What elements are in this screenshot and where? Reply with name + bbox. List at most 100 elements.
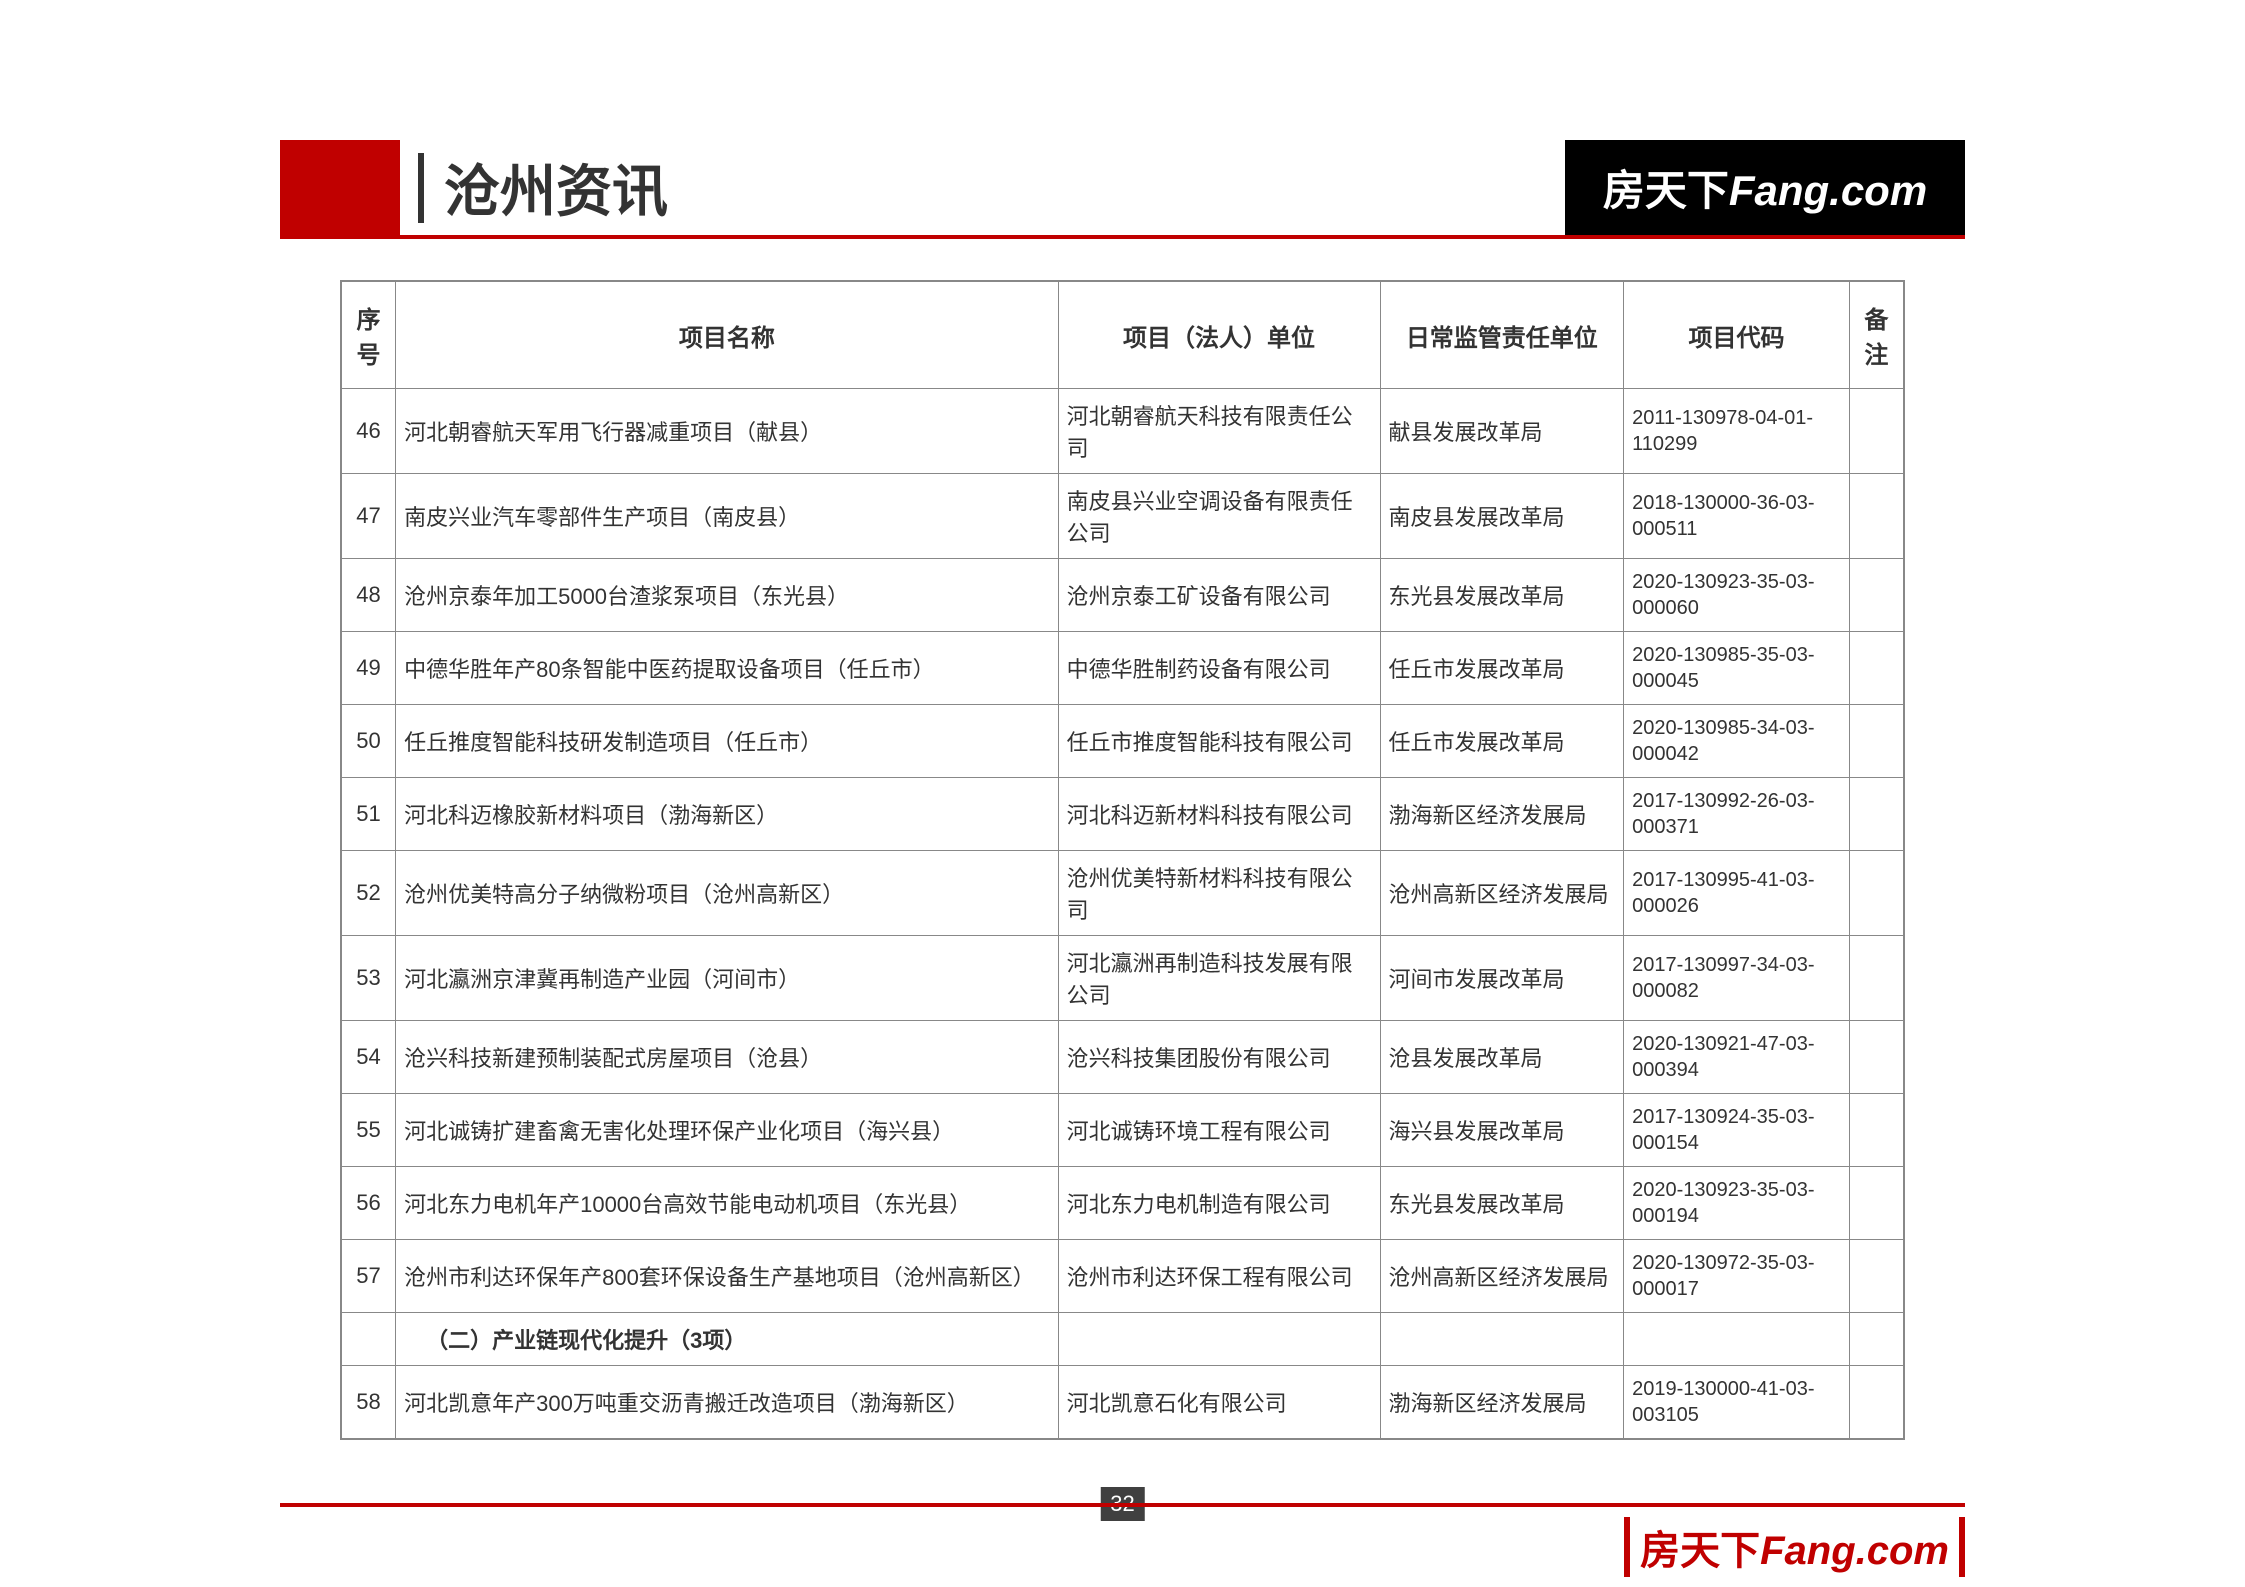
cell-remark [1849, 1366, 1904, 1440]
cell-remark [1849, 705, 1904, 778]
table-row: 51河北科迈橡胶新材料项目（渤海新区）河北科迈新材料科技有限公司渤海新区经济发展… [341, 778, 1904, 851]
cell-supervise: 渤海新区经济发展局 [1380, 1366, 1624, 1440]
cell-remark [1849, 851, 1904, 936]
cell-name: 河北东力电机年产10000台高效节能电动机项目（东光县） [396, 1167, 1058, 1240]
cell-code: 2020-130985-34-03-000042 [1624, 705, 1850, 778]
cell-seq [341, 1313, 396, 1366]
cell-unit: 河北凯意石化有限公司 [1058, 1366, 1380, 1440]
cell-unit: 沧州京泰工矿设备有限公司 [1058, 559, 1380, 632]
footer-logo: 房天下Fang.com [1624, 1517, 1965, 1577]
cell-supervise: 渤海新区经济发展局 [1380, 778, 1624, 851]
table-body: 46河北朝睿航天军用飞行器减重项目（献县）河北朝睿航天科技有限责任公司献县发展改… [341, 389, 1904, 1440]
table-row: 50任丘推度智能科技研发制造项目（任丘市）任丘市推度智能科技有限公司任丘市发展改… [341, 705, 1904, 778]
cell-code: 2020-130923-35-03-000060 [1624, 559, 1850, 632]
page-title: 沧州资讯 [444, 147, 668, 228]
table-row: 53河北瀛洲京津冀再制造产业园（河间市）河北瀛洲再制造科技发展有限公司河间市发展… [341, 936, 1904, 1021]
cell-code: 2017-130997-34-03-000082 [1624, 936, 1850, 1021]
cell-seq: 51 [341, 778, 396, 851]
header-red-block [280, 140, 400, 235]
table-row: 56河北东力电机年产10000台高效节能电动机项目（东光县）河北东力电机制造有限… [341, 1167, 1904, 1240]
table-row: 52沧州优美特高分子纳微粉项目（沧州高新区）沧州优美特新材料科技有限公司沧州高新… [341, 851, 1904, 936]
cell-unit: 南皮县兴业空调设备有限责任公司 [1058, 474, 1380, 559]
cell-code: 2018-130000-36-03-000511 [1624, 474, 1850, 559]
cell-unit: 中德华胜制药设备有限公司 [1058, 632, 1380, 705]
cell-code: 2011-130978-04-01-110299 [1624, 389, 1850, 474]
header-red-line [280, 235, 1965, 239]
table-row: 49中德华胜年产80条智能中医药提取设备项目（任丘市）中德华胜制药设备有限公司任… [341, 632, 1904, 705]
cell-name: 南皮兴业汽车零部件生产项目（南皮县） [396, 474, 1058, 559]
cell-code: 2020-130921-47-03-000394 [1624, 1021, 1850, 1094]
col-seq-header: 序号 [341, 281, 396, 389]
cell-remark [1849, 778, 1904, 851]
cell-remark [1849, 389, 1904, 474]
cell-remark [1849, 1240, 1904, 1313]
cell-supervise: 任丘市发展改革局 [1380, 705, 1624, 778]
cell-remark [1849, 559, 1904, 632]
cell-unit: 河北瀛洲再制造科技发展有限公司 [1058, 936, 1380, 1021]
cell-name: 中德华胜年产80条智能中医药提取设备项目（任丘市） [396, 632, 1058, 705]
footer-logo-bar-left [1624, 1517, 1630, 1577]
cell-seq: 46 [341, 389, 396, 474]
cell-code: 2020-130923-35-03-000194 [1624, 1167, 1850, 1240]
cell-supervise: 南皮县发展改革局 [1380, 474, 1624, 559]
cell-unit: 河北东力电机制造有限公司 [1058, 1167, 1380, 1240]
cell-supervise: 东光县发展改革局 [1380, 1167, 1624, 1240]
cell-remark [1849, 936, 1904, 1021]
cell-unit: 沧州市利达环保工程有限公司 [1058, 1240, 1380, 1313]
cell-unit: 河北朝睿航天科技有限责任公司 [1058, 389, 1380, 474]
cell-seq: 47 [341, 474, 396, 559]
table-header-row: 序号 项目名称 项目（法人）单位 日常监管责任单位 项目代码 备注 [341, 281, 1904, 389]
cell-remark [1849, 1094, 1904, 1167]
cell-code: 2017-130924-35-03-000154 [1624, 1094, 1850, 1167]
cell-seq: 49 [341, 632, 396, 705]
cell-name: 河北科迈橡胶新材料项目（渤海新区） [396, 778, 1058, 851]
footer-logo-text: 房天下Fang.com [1640, 1518, 1949, 1576]
cell-unit: 河北诚铸环境工程有限公司 [1058, 1094, 1380, 1167]
footer-red-line [280, 1503, 1965, 1507]
col-supervise-header: 日常监管责任单位 [1380, 281, 1624, 389]
cell-unit: 河北科迈新材料科技有限公司 [1058, 778, 1380, 851]
cell-seq: 57 [341, 1240, 396, 1313]
cell-name: 河北诚铸扩建畜禽无害化处理环保产业化项目（海兴县） [396, 1094, 1058, 1167]
cell-supervise: 海兴县发展改革局 [1380, 1094, 1624, 1167]
cell-remark [1849, 632, 1904, 705]
empty-cell [1849, 1313, 1904, 1366]
cell-remark [1849, 474, 1904, 559]
cell-unit: 沧州优美特新材料科技有限公司 [1058, 851, 1380, 936]
cell-unit: 任丘市推度智能科技有限公司 [1058, 705, 1380, 778]
footer-logo-bar-right [1959, 1517, 1965, 1577]
cell-name: 任丘推度智能科技研发制造项目（任丘市） [396, 705, 1058, 778]
cell-seq: 55 [341, 1094, 396, 1167]
table-row: 48沧州京泰年加工5000台渣浆泵项目（东光县）沧州京泰工矿设备有限公司东光县发… [341, 559, 1904, 632]
page-container: 沧州资讯 房天下Fang.com 序号 项目名称 项目（法人）单位 日常监管责任… [0, 0, 2245, 1587]
cell-unit: 沧兴科技集团股份有限公司 [1058, 1021, 1380, 1094]
cell-code: 2017-130995-41-03-000026 [1624, 851, 1850, 936]
cell-seq: 54 [341, 1021, 396, 1094]
cell-supervise: 沧县发展改革局 [1380, 1021, 1624, 1094]
cell-code: 2019-130000-41-03-003105 [1624, 1366, 1850, 1440]
empty-cell [1380, 1313, 1624, 1366]
col-code-header: 项目代码 [1624, 281, 1850, 389]
cell-name: 沧州优美特高分子纳微粉项目（沧州高新区） [396, 851, 1058, 936]
footer-brand-en: Fang.com [1760, 1529, 1949, 1573]
header-divider [418, 153, 424, 223]
cell-supervise: 沧州高新区经济发展局 [1380, 1240, 1624, 1313]
cell-name: 沧州市利达环保年产800套环保设备生产基地项目（沧州高新区） [396, 1240, 1058, 1313]
cell-name: 沧州京泰年加工5000台渣浆泵项目（东光县） [396, 559, 1058, 632]
cell-seq: 48 [341, 559, 396, 632]
header-brand-box: 房天下Fang.com [1565, 140, 1965, 235]
cell-seq: 58 [341, 1366, 396, 1440]
projects-table: 序号 项目名称 项目（法人）单位 日常监管责任单位 项目代码 备注 46河北朝睿… [340, 280, 1905, 1440]
cell-remark [1849, 1167, 1904, 1240]
brand-cn: 房天下 [1603, 167, 1729, 214]
cell-supervise: 沧州高新区经济发展局 [1380, 851, 1624, 936]
cell-supervise: 献县发展改革局 [1380, 389, 1624, 474]
cell-seq: 53 [341, 936, 396, 1021]
data-table-container: 序号 项目名称 项目（法人）单位 日常监管责任单位 项目代码 备注 46河北朝睿… [340, 280, 1905, 1440]
cell-name: 河北瀛洲京津冀再制造产业园（河间市） [396, 936, 1058, 1021]
table-row: 57沧州市利达环保年产800套环保设备生产基地项目（沧州高新区）沧州市利达环保工… [341, 1240, 1904, 1313]
empty-cell [1058, 1313, 1380, 1366]
col-unit-header: 项目（法人）单位 [1058, 281, 1380, 389]
header-brand-text: 房天下Fang.com [1603, 157, 1927, 218]
table-row: 58河北凯意年产300万吨重交沥青搬迁改造项目（渤海新区）河北凯意石化有限公司渤… [341, 1366, 1904, 1440]
